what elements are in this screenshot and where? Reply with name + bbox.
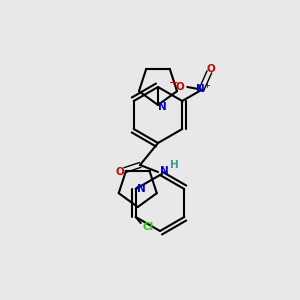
Text: Cl: Cl <box>142 222 153 232</box>
Text: H: H <box>169 160 178 170</box>
Text: +: + <box>203 80 210 89</box>
Text: O: O <box>207 64 216 74</box>
Text: −: − <box>169 78 178 88</box>
Text: N: N <box>137 184 146 194</box>
Text: O: O <box>176 82 185 92</box>
Text: N: N <box>196 84 205 94</box>
Text: N: N <box>160 166 168 176</box>
Text: N: N <box>158 102 166 112</box>
Text: O: O <box>116 167 124 177</box>
